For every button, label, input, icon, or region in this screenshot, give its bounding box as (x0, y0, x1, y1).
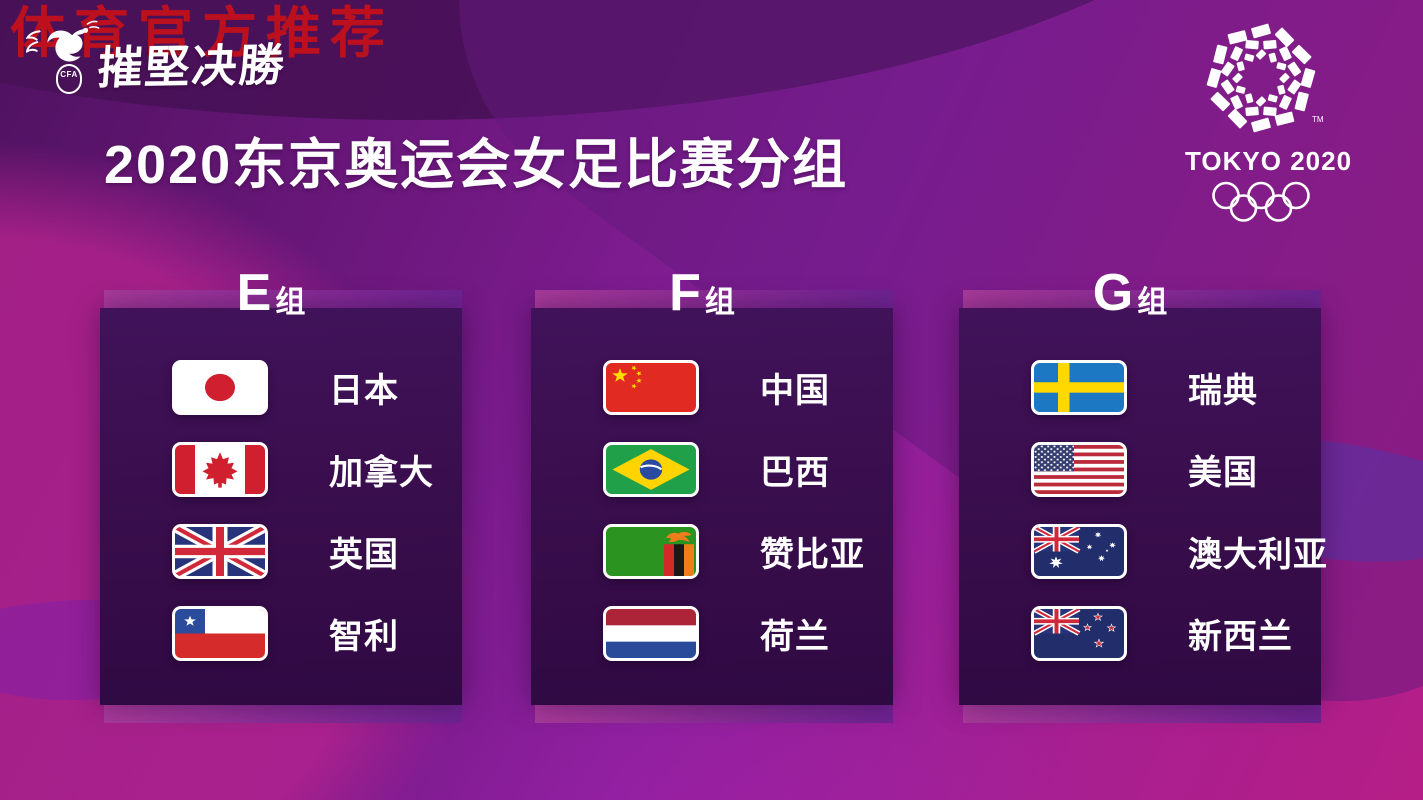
trademark-mark: TM (1312, 115, 1324, 124)
team-name: 荷兰 (760, 618, 830, 656)
sweden-flag-icon (1031, 360, 1127, 415)
page-title: 2020东京奥运会女足比赛分组 (104, 135, 849, 195)
tokyo2020-emblem: TM TOKYO 2020 (1185, 12, 1353, 228)
group-suffix: 组 (275, 285, 306, 319)
team-row: 瑞典 (1031, 360, 1321, 415)
team-row: 美国 (1031, 442, 1321, 497)
group-letter: G (1092, 264, 1134, 323)
usa-flag-icon (1031, 442, 1127, 497)
card-body: 日本 加拿大 英国 (100, 308, 462, 705)
tokyo2020-wordmark: TOKYO 2020 (1185, 146, 1353, 176)
team-row: 日本 (172, 360, 462, 415)
team-name: 巴西 (760, 454, 830, 492)
olympic-rings-icon (1212, 181, 1310, 222)
cfa-brand: CFA 摧堅决勝 (22, 14, 342, 110)
team-row: 英国 (172, 524, 462, 579)
team-name: 澳大利亚 (1188, 536, 1328, 574)
team-name: 美国 (1188, 454, 1258, 492)
group-suffix: 组 (704, 285, 735, 319)
brand-slogan: 摧堅决勝 (95, 40, 288, 94)
cfa-badge-icon: CFA (56, 64, 82, 94)
cfa-badge-label: CFA (60, 70, 78, 79)
card-body: 中国 巴西 (531, 308, 893, 705)
team-row: 巴西 (603, 442, 893, 497)
team-name: 日本 (329, 372, 399, 410)
tokyo2020-ring-wrap: TM (1185, 12, 1337, 144)
group-letter: F (669, 264, 701, 323)
brazil-flag-icon (603, 442, 699, 497)
team-name: 智利 (329, 618, 399, 656)
new-zealand-flag-icon (1031, 606, 1127, 661)
team-row: 加拿大 (172, 442, 462, 497)
canada-flag-icon (172, 442, 268, 497)
japan-flag-icon (172, 360, 268, 415)
team-row: 智利 (172, 606, 462, 661)
group-letter: E (236, 264, 272, 323)
zambia-flag-icon (603, 524, 699, 579)
team-row: 中国 (603, 360, 893, 415)
team-row: 澳大利亚 (1031, 524, 1327, 579)
team-name: 中国 (760, 372, 830, 410)
chile-flag-icon (172, 606, 268, 661)
team-row: 荷兰 (603, 606, 893, 661)
tokyo2020-checkered-ring-icon (1206, 23, 1316, 133)
team-name: 英国 (329, 536, 399, 574)
australia-flag-icon (1031, 524, 1127, 579)
team-name: 新西兰 (1188, 618, 1293, 656)
team-row: 赞比亚 (603, 524, 893, 579)
card-body: 瑞典 美国 (959, 308, 1327, 705)
netherlands-flag-icon (603, 606, 699, 661)
team-name: 瑞典 (1188, 372, 1258, 410)
team-name: 赞比亚 (760, 536, 865, 574)
china-flag-icon (603, 360, 699, 415)
team-name: 加拿大 (329, 454, 434, 492)
great-britain-flag-icon (172, 524, 268, 579)
team-row: 新西兰 (1031, 606, 1321, 661)
group-suffix: 组 (1137, 285, 1168, 319)
